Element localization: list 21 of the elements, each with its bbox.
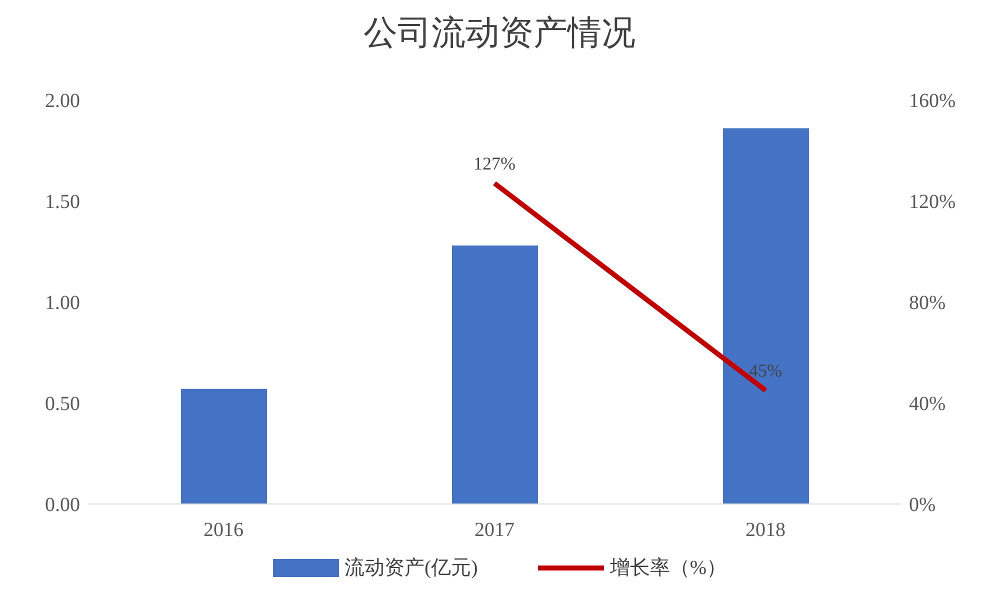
y-tick-label: 2.00 (45, 90, 80, 112)
data-label: 45% (749, 360, 782, 380)
bar (181, 388, 267, 504)
y2-tick-label: 80% (909, 292, 946, 314)
bar (723, 128, 809, 504)
y2-tick-label: 120% (909, 191, 956, 214)
y2-tick-label: 160% (909, 90, 956, 112)
legend-label: 增长率（%） (610, 556, 726, 581)
x-tick-label: 2017 (474, 519, 514, 542)
y2-tick-label: 40% (909, 393, 946, 416)
y-tick-label: 1.00 (45, 292, 80, 314)
y-tick-label: 0.50 (45, 393, 80, 416)
y-tick-label: 0.00 (45, 494, 80, 516)
bar (452, 245, 538, 504)
chart-title: 公司流动资产情况 (362, 14, 636, 54)
data-label: 127% (474, 153, 516, 174)
x-tick-label: 2018 (746, 519, 786, 542)
y2-tick-label: 0% (909, 494, 936, 516)
legend-label: 流动资产(亿元) (344, 556, 478, 581)
x-tick-label: 2016 (204, 519, 244, 542)
y-tick-label: 1.50 (45, 191, 80, 214)
